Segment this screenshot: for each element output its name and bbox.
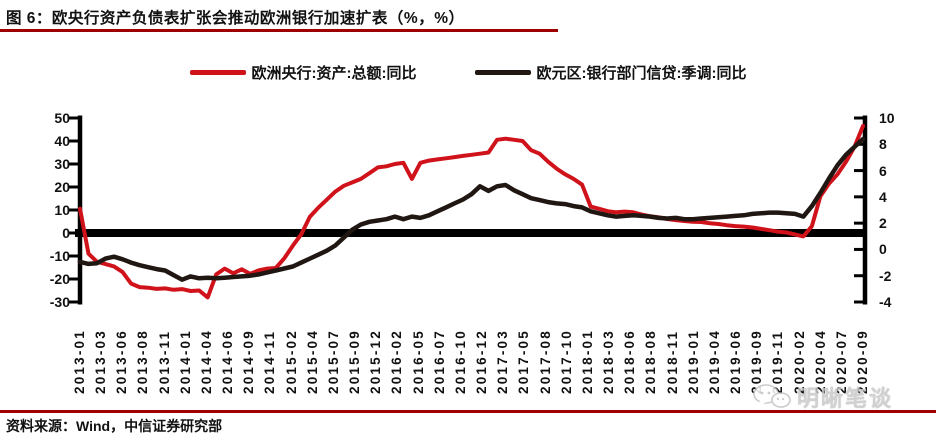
x-axis-label-2013-11: 2013-11 [156,329,172,394]
x-axis-label-2018-01: 2018-01 [579,329,595,394]
left-axis-label-50: 50 [54,110,70,126]
x-axis-label-2014-11: 2014-11 [262,329,278,394]
legend-item-ecb-assets: 欧洲央行:资产:总额:同比 [189,62,417,83]
x-axis-label-2018-03: 2018-03 [601,329,617,394]
page-title: 图 6：欧央行资产负债表扩张会推动欧洲银行加速扩表（%，%） [6,10,465,27]
x-axis-label-2017-03: 2017-03 [495,329,511,394]
left-axis-label--20: -20 [49,271,70,287]
x-axis-label-2019-01: 2019-01 [685,329,701,394]
right-axis-label--4: -4 [879,294,892,310]
x-axis-label-2014-06: 2014-06 [220,329,236,394]
left-axis-label--10: -10 [49,248,70,264]
right-axis-label-0: 0 [879,241,887,258]
x-axis-label-2016-05: 2016-05 [410,329,426,394]
x-axis-label-2017-05: 2017-05 [516,329,532,394]
left-axis-label--30: -30 [49,294,70,310]
x-axis-label-2018-08: 2018-08 [643,329,659,394]
right-axis-label-4: 4 [879,188,887,205]
x-axis-label-2019-06: 2019-06 [728,329,744,394]
right-axis-label-6: 6 [879,162,887,179]
x-axis-label-2015-12: 2015-12 [368,329,384,394]
x-axis-label-2018-06: 2018-06 [622,329,638,394]
watermark-text: 明晰笔谈 [797,386,894,411]
x-axis-label-2017-10: 2017-10 [558,329,574,394]
legend-black-line-swatch [474,70,531,75]
right-axis-label-2: 2 [879,215,887,232]
x-axis-label-2016-07: 2016-07 [431,329,447,394]
left-axis-label-20: 20 [54,179,70,195]
x-axis-label-2015-09: 2015-09 [347,329,363,394]
series-line-1 [77,136,866,282]
chart-legend: 欧洲央行:资产:总额:同比 欧元区:银行部门信贷:季调:同比 [0,62,936,83]
right-axis-label--2: -2 [879,267,892,284]
right-axis-label-10: 10 [879,110,895,126]
legend-item-bank-credit: 欧元区:银行部门信贷:季调:同比 [474,62,747,83]
x-axis-label-2014-04: 2014-04 [198,329,214,394]
x-axis-label-2015-07: 2015-07 [325,329,341,394]
x-axis-label-2013-06: 2013-06 [114,329,130,394]
x-axis-label-2014-09: 2014-09 [241,329,257,394]
left-axis-label-30: 30 [54,156,70,172]
x-axis-label-2013-03: 2013-03 [93,329,109,394]
series-line-0 [78,124,865,300]
left-axis-label-0: 0 [62,225,70,241]
x-axis-label-2014-01: 2014-01 [177,329,193,394]
title-underline-rule [0,29,558,32]
wechat-bubbles-icon [753,384,791,408]
left-axis-label-10: 10 [54,202,70,218]
x-axis-label-2013-01: 2013-01 [72,329,87,394]
left-axis-label-40: 40 [54,133,70,149]
x-axis-label-2016-02: 2016-02 [389,329,405,394]
x-axis-label-2018-11: 2018-11 [664,329,680,394]
x-axis-label-2016-12: 2016-12 [474,329,490,394]
right-axis-label-8: 8 [879,136,887,153]
x-axis-label-2016-10: 2016-10 [452,329,468,394]
legend-red-line-swatch [189,70,246,75]
x-axis-label-2013-08: 2013-08 [135,329,151,394]
x-axis-label-2019-04: 2019-04 [706,329,722,394]
x-axis-label-2017-08: 2017-08 [537,329,553,394]
footer-rule [0,410,936,413]
watermark: 明晰笔谈 [752,381,893,413]
x-axis-label-2015-02: 2015-02 [283,329,299,394]
legend-label-bank-credit: 欧元区:银行部门信贷:季调:同比 [536,65,747,82]
source-note: 资料来源：Wind，中信证券研究部 [6,418,223,434]
x-axis-label-2015-04: 2015-04 [304,329,320,394]
legend-label-ecb-assets: 欧洲央行:资产:总额:同比 [251,65,417,82]
